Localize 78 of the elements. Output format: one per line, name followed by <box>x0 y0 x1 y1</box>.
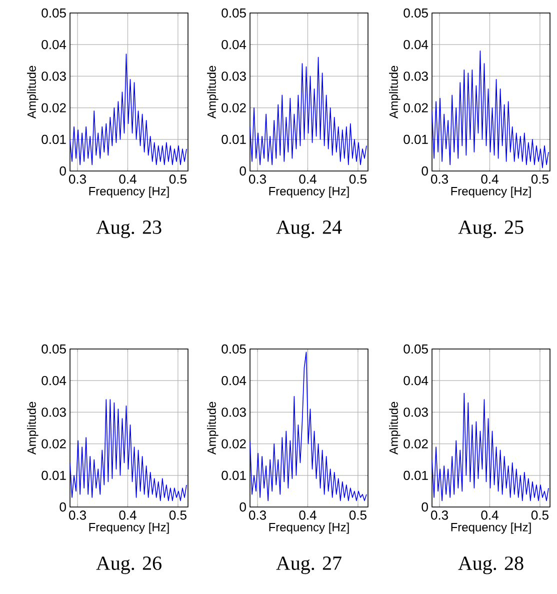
y-tick-label: 0.04 <box>222 376 246 386</box>
y-tick-label: 0.05 <box>404 344 428 354</box>
y-tick-label: 0.05 <box>42 344 66 354</box>
line-series <box>250 352 367 502</box>
text: Aug. 24 <box>276 220 342 238</box>
y-tick-label: 0.04 <box>404 40 428 50</box>
x-tick-label: 0.4 <box>119 510 136 520</box>
y-tick-label: 0.02 <box>42 103 66 112</box>
y-tick-label: 0.02 <box>404 103 428 112</box>
x-tick-label: 0.5 <box>349 174 366 184</box>
y-tick-label: 0.04 <box>404 376 428 386</box>
y-tick-label: 0.02 <box>42 439 66 448</box>
line-series <box>432 50 549 168</box>
x-tick-label: 0.5 <box>169 174 186 184</box>
x-axis-title: Frequency [Hz] <box>269 186 349 198</box>
x-axis-title: Frequency [Hz] <box>89 522 169 534</box>
x-tick-label: 0.4 <box>119 174 136 184</box>
x-tick-label: 0.3 <box>69 510 86 520</box>
y-tick-label: 0.04 <box>42 376 66 386</box>
y-tick-label: 0.03 <box>222 408 246 417</box>
y-axis-title: Amplitude <box>207 402 218 455</box>
y-tick-label: 0.01 <box>404 470 428 480</box>
x-axis-title: Frequency [Hz] <box>451 522 531 534</box>
y-tick-label: 0.05 <box>222 8 246 18</box>
line-series <box>250 56 367 166</box>
y-tick-label: 0.05 <box>222 344 246 354</box>
y-tick-label: 0.03 <box>42 408 66 417</box>
x-tick-label: 0.3 <box>249 510 266 520</box>
y-tick-label: 0.04 <box>222 40 246 50</box>
y-tick-label: 0.03 <box>42 72 66 81</box>
x-axis-title: Frequency [Hz] <box>451 186 531 198</box>
x-tick-label: 0.5 <box>531 174 548 184</box>
x-tick-label: 0.5 <box>169 510 186 520</box>
y-tick-label: 0 <box>240 502 246 512</box>
line-series <box>432 392 549 502</box>
y-tick-label: 0.03 <box>222 72 246 81</box>
text: Aug. 25 <box>458 220 524 238</box>
y-tick-label: 0 <box>60 502 66 512</box>
y-axis-title: Amplitude <box>389 66 400 119</box>
y-tick-label: 0.02 <box>404 439 428 448</box>
x-tick-label: 0.3 <box>431 174 448 184</box>
text: Aug. 26 <box>96 556 162 574</box>
y-axis-title: Amplitude <box>27 402 38 455</box>
y-axis-title: Amplitude <box>207 66 218 119</box>
y-axis-title: Amplitude <box>27 66 38 119</box>
x-tick-label: 0.3 <box>69 174 86 184</box>
y-tick-label: 0 <box>422 502 428 512</box>
y-tick-label: 0 <box>422 166 428 176</box>
line-series <box>70 399 187 502</box>
x-tick-label: 0.5 <box>349 510 366 520</box>
x-tick-label: 0.3 <box>431 510 448 520</box>
x-tick-label: 0.5 <box>531 510 548 520</box>
y-tick-label: 0.01 <box>222 470 246 480</box>
y-tick-label: 0 <box>60 166 66 176</box>
text: Aug. 23 <box>96 220 162 238</box>
y-axis-title: Amplitude <box>389 402 400 455</box>
y-tick-label: 0.04 <box>42 40 66 50</box>
y-tick-label: 0.02 <box>222 103 246 112</box>
text: Aug. 27 <box>276 556 342 574</box>
y-tick-label: 0.01 <box>42 470 66 480</box>
line-series <box>70 54 187 166</box>
y-tick-label: 0.01 <box>42 134 66 144</box>
x-axis-title: Frequency [Hz] <box>269 522 349 534</box>
y-tick-label: 0 <box>240 166 246 176</box>
text: Aug. 28 <box>458 556 524 574</box>
y-tick-label: 0.03 <box>404 408 428 417</box>
x-tick-label: 0.4 <box>481 510 498 520</box>
y-tick-label: 0.02 <box>222 439 246 448</box>
y-tick-label: 0.03 <box>404 72 428 81</box>
x-tick-label: 0.4 <box>481 174 498 184</box>
x-tick-label: 0.4 <box>299 510 316 520</box>
x-tick-label: 0.3 <box>249 174 266 184</box>
x-axis-title: Frequency [Hz] <box>89 186 169 198</box>
y-tick-label: 0.05 <box>404 8 428 18</box>
y-tick-label: 0.01 <box>222 134 246 144</box>
y-tick-label: 0.01 <box>404 134 428 144</box>
y-tick-label: 0.05 <box>42 8 66 18</box>
x-tick-label: 0.4 <box>299 174 316 184</box>
